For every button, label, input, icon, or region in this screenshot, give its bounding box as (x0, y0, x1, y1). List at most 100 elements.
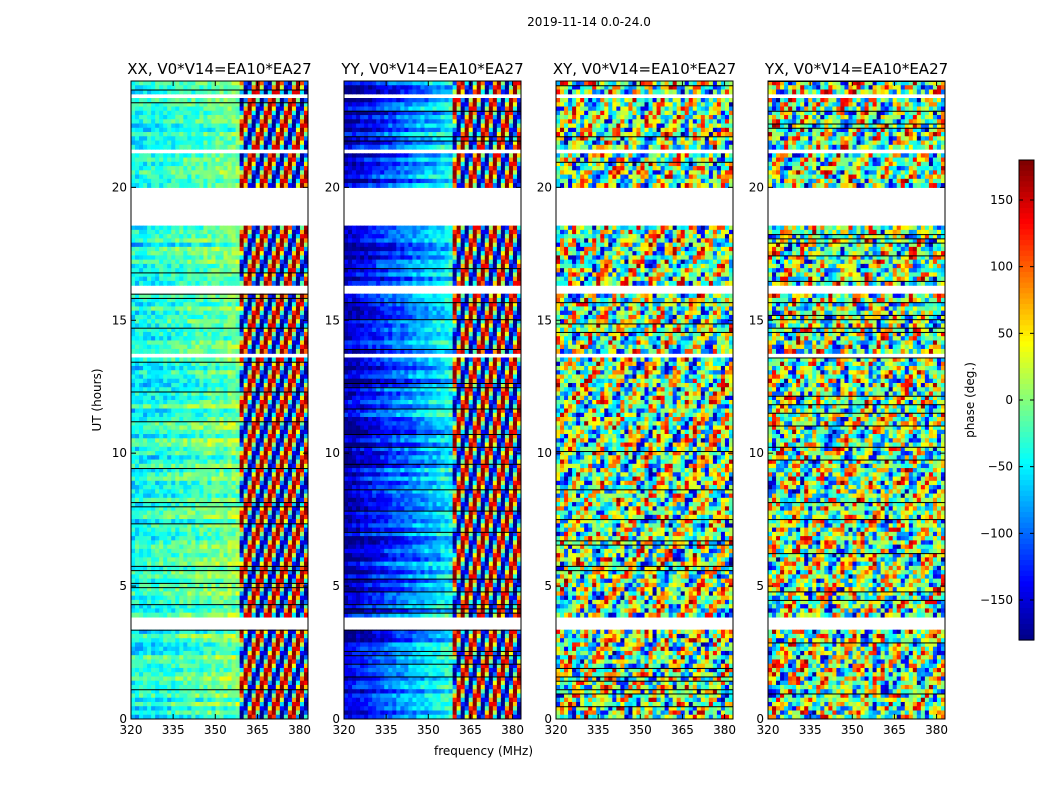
colorbar-segment (1019, 506, 1034, 513)
x-tick-label: 335 (162, 723, 185, 737)
panel-2: YY, V0*V14=EA10*EA27 320 335 350 365 380 0 5 10 1… (325, 60, 533, 758)
panels-group: XX, V0*V14=EA10*EA27 320 335 350 365 380 0 5 10 1… (90, 60, 948, 758)
colorbar-segment (1019, 586, 1034, 593)
colorbar-segment (1019, 538, 1034, 545)
colorbar-segment (1019, 357, 1034, 364)
colorbar-segment (1019, 474, 1034, 481)
colorbar-segment (1019, 592, 1034, 598)
panel-title: YX, V0*V14=EA10*EA27 (764, 60, 948, 78)
x-axis-label: frequency (MHz) (434, 744, 533, 758)
y-tick-label: 15 (325, 313, 340, 327)
colorbar-segment (1019, 549, 1034, 556)
colorbar-segment (1019, 432, 1034, 438)
colorbar-segment (1019, 250, 1034, 257)
x-tick-label: 320 (120, 723, 143, 737)
colorbar-segment (1019, 485, 1034, 492)
panel-title: XY, V0*V14=EA10*EA27 (553, 60, 736, 78)
colorbar-segment (1019, 448, 1034, 454)
colorbar-segment (1019, 352, 1034, 358)
colorbar-segment (1019, 314, 1034, 321)
y-tick-label: 0 (119, 712, 127, 726)
y-tick-label: 0 (332, 712, 340, 726)
panel-1: XX, V0*V14=EA10*EA27 320 335 350 365 380 0 5 10 1… (90, 60, 312, 737)
colorbar-segment (1019, 293, 1034, 300)
colorbar-segment (1019, 202, 1034, 209)
colorbar-segment (1019, 426, 1034, 433)
x-tick-label: 380 (713, 723, 736, 737)
colorbar-segment (1019, 421, 1034, 428)
colorbar-segment (1019, 597, 1034, 604)
colorbar-segment (1019, 176, 1034, 182)
colorbar-segment (1019, 224, 1034, 230)
y-tick-label: 5 (119, 579, 127, 593)
y-tick-label: 20 (325, 180, 340, 194)
colorbar-segment (1019, 400, 1034, 406)
colorbar-segment (1019, 213, 1034, 220)
y-tick-label: 10 (325, 446, 340, 460)
colorbar-segment (1019, 522, 1034, 529)
x-tick-label: 350 (417, 723, 440, 737)
axes-frame (343, 80, 522, 720)
panel-3: XY, V0*V14=EA10*EA27 320 335 350 365 380 0 5 10 1… (537, 60, 736, 737)
colorbar-segment (1019, 453, 1034, 460)
colorbar-segment (1019, 602, 1034, 609)
figure-suptitle: 2019-11-14 0.0-24.0 (527, 15, 651, 29)
colorbar-segment (1019, 469, 1034, 476)
x-tick-label: 320 (757, 723, 780, 737)
colorbar-segment (1019, 410, 1034, 417)
x-tick-label: 365 (671, 723, 694, 737)
colorbar-segment (1019, 368, 1034, 374)
y-tick-label: 15 (749, 313, 764, 327)
colorbar-tick-label: 150 (990, 193, 1013, 207)
colorbar-segment (1019, 634, 1034, 641)
colorbar-segment (1019, 304, 1034, 310)
colorbar-segment (1019, 496, 1034, 502)
y-tick-label: 0 (544, 712, 552, 726)
y-tick-label: 10 (537, 446, 552, 460)
x-tick-label: 350 (629, 723, 652, 737)
colorbar-segment (1019, 528, 1034, 534)
y-tick-label: 15 (112, 313, 127, 327)
colorbar-segment (1019, 240, 1034, 246)
y-tick-label: 0 (756, 712, 764, 726)
colorbar-segment (1019, 437, 1034, 444)
colorbar-segment (1019, 608, 1034, 614)
colorbar-segment (1019, 336, 1034, 342)
colorbar-segment (1019, 618, 1034, 625)
colorbar-segment (1019, 394, 1034, 401)
colorbar-segment (1019, 309, 1034, 316)
colorbar-segment (1019, 405, 1034, 412)
colorbar-segment (1019, 186, 1034, 193)
colorbar-segment (1019, 533, 1034, 540)
colorbar-segment (1019, 192, 1034, 198)
colorbar-segment (1019, 218, 1034, 225)
colorbar-segment (1019, 181, 1034, 188)
axes-frame (767, 80, 946, 720)
heatmap-image (768, 81, 945, 719)
heatmap-image (344, 81, 521, 719)
colorbar-segment (1019, 346, 1034, 353)
colorbar-segment (1019, 613, 1034, 620)
y-tick-label: 15 (537, 313, 552, 327)
colorbar-segment (1019, 362, 1034, 369)
colorbar-tick-label: −100 (980, 526, 1013, 540)
colorbar-segment (1019, 208, 1034, 214)
y-tick-label: 5 (544, 579, 552, 593)
x-tick-label: 380 (925, 723, 948, 737)
colorbar-segment (1019, 517, 1034, 524)
colorbar-segment (1019, 512, 1034, 518)
axes-frame (555, 80, 734, 720)
colorbar-segment (1019, 629, 1034, 636)
colorbar-segment (1019, 277, 1034, 284)
colorbar-tick-label: −50 (988, 460, 1013, 474)
colorbar-tick-label: 0 (1005, 393, 1013, 407)
colorbar-segment (1019, 501, 1034, 508)
colorbar-segment (1019, 576, 1034, 582)
colorbar-segment (1019, 256, 1034, 262)
x-tick-label: 380 (501, 723, 524, 737)
colorbar-segment (1019, 544, 1034, 550)
x-tick-label: 380 (288, 723, 311, 737)
panel-4: YX, V0*V14=EA10*EA27 320 335 350 365 380 0 5 10 1… (749, 60, 948, 737)
heatmap-image (556, 81, 733, 719)
colorbar-segment (1019, 282, 1034, 289)
